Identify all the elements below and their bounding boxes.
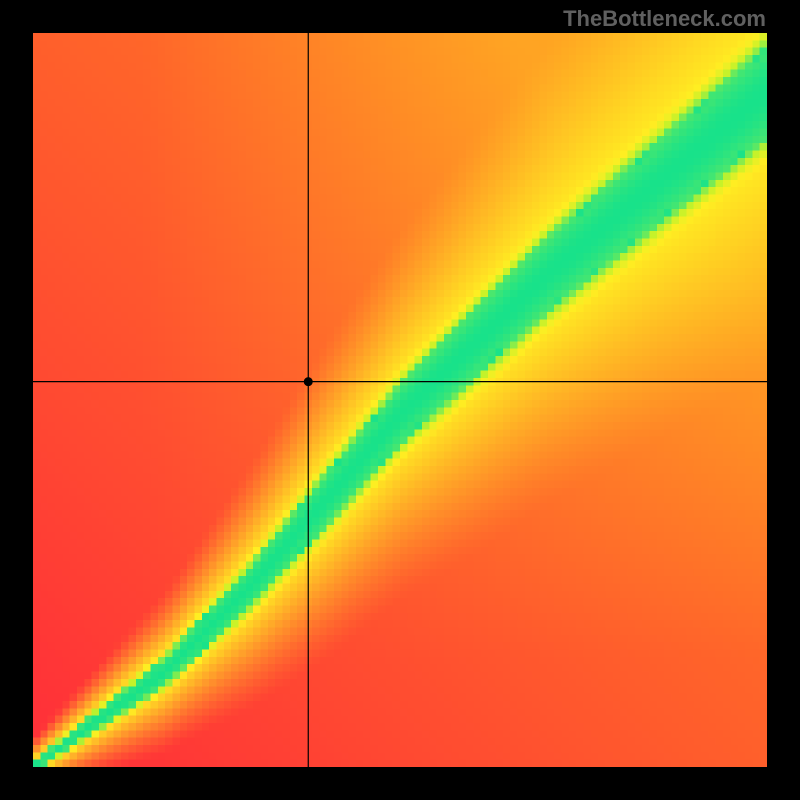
- chart-container: TheBottleneck.com: [0, 0, 800, 800]
- bottleneck-heatmap: [33, 33, 767, 767]
- watermark-text: TheBottleneck.com: [563, 6, 766, 32]
